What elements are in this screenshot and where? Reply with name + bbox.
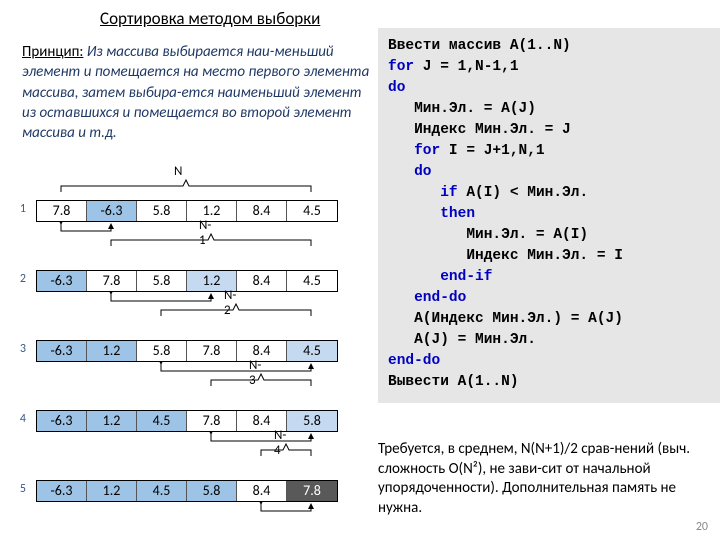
array-cell: 4.5 <box>287 341 337 361</box>
array-cell: -6.3 <box>37 411 87 431</box>
complexity-note: Требуется, в среднем, N(N+1)/2 срав-нени… <box>378 440 708 518</box>
page-title: Сортировка методом выборки <box>100 8 320 29</box>
array-cell: 5.8 <box>287 411 337 431</box>
array-cell: 7.8 <box>187 341 237 361</box>
array-cell: 7.8 <box>37 201 87 221</box>
page-number: 20 <box>696 520 708 534</box>
array-cell: 1.2 <box>187 201 237 221</box>
array-cell: 1.2 <box>87 481 137 501</box>
array-cell: 7.8 <box>87 271 137 291</box>
array-row: -6.31.25.87.88.44.5 <box>36 340 338 362</box>
array-cell: 8.4 <box>237 271 287 291</box>
array-row: -6.37.85.81.28.44.5 <box>36 270 338 292</box>
array-cell: 5.8 <box>187 481 237 501</box>
array-cell: 8.4 <box>237 341 287 361</box>
array-cell: 4.5 <box>287 201 337 221</box>
row-number: 5 <box>12 482 26 496</box>
array-cell: 8.4 <box>237 201 287 221</box>
array-cell: 1.2 <box>87 341 137 361</box>
array-row: -6.31.24.55.88.47.8 <box>36 480 338 502</box>
principle-label: Принцип: <box>22 43 83 61</box>
array-cell: 1.2 <box>87 411 137 431</box>
array-cell: 7.8 <box>287 481 337 501</box>
array-cell: 8.4 <box>237 481 287 501</box>
principle-text: Принцип: Из массива выбирается наи-меньш… <box>22 42 372 143</box>
array-cell: 4.5 <box>287 271 337 291</box>
array-cell: -6.3 <box>87 201 137 221</box>
pseudocode: Ввести массив A(1..N) for J = 1,N-1,1 do… <box>378 28 720 403</box>
array-row: -6.31.24.57.88.45.8 <box>36 410 338 432</box>
array-cell: -6.3 <box>37 271 87 291</box>
row-number: 4 <box>12 412 26 426</box>
array-cell: 5.8 <box>137 341 187 361</box>
row-number: 2 <box>12 272 26 286</box>
array-cell: 5.8 <box>137 271 187 291</box>
array-cell: 7.8 <box>187 411 237 431</box>
row-number: 3 <box>12 342 26 356</box>
array-cell: 4.5 <box>137 481 187 501</box>
array-cell: -6.3 <box>37 341 87 361</box>
array-cell: -6.3 <box>37 481 87 501</box>
array-cell: 5.8 <box>137 201 187 221</box>
array-cell: 4.5 <box>137 411 187 431</box>
array-row: 7.8-6.35.81.28.44.5 <box>36 200 338 222</box>
row-number: 1 <box>12 202 26 216</box>
